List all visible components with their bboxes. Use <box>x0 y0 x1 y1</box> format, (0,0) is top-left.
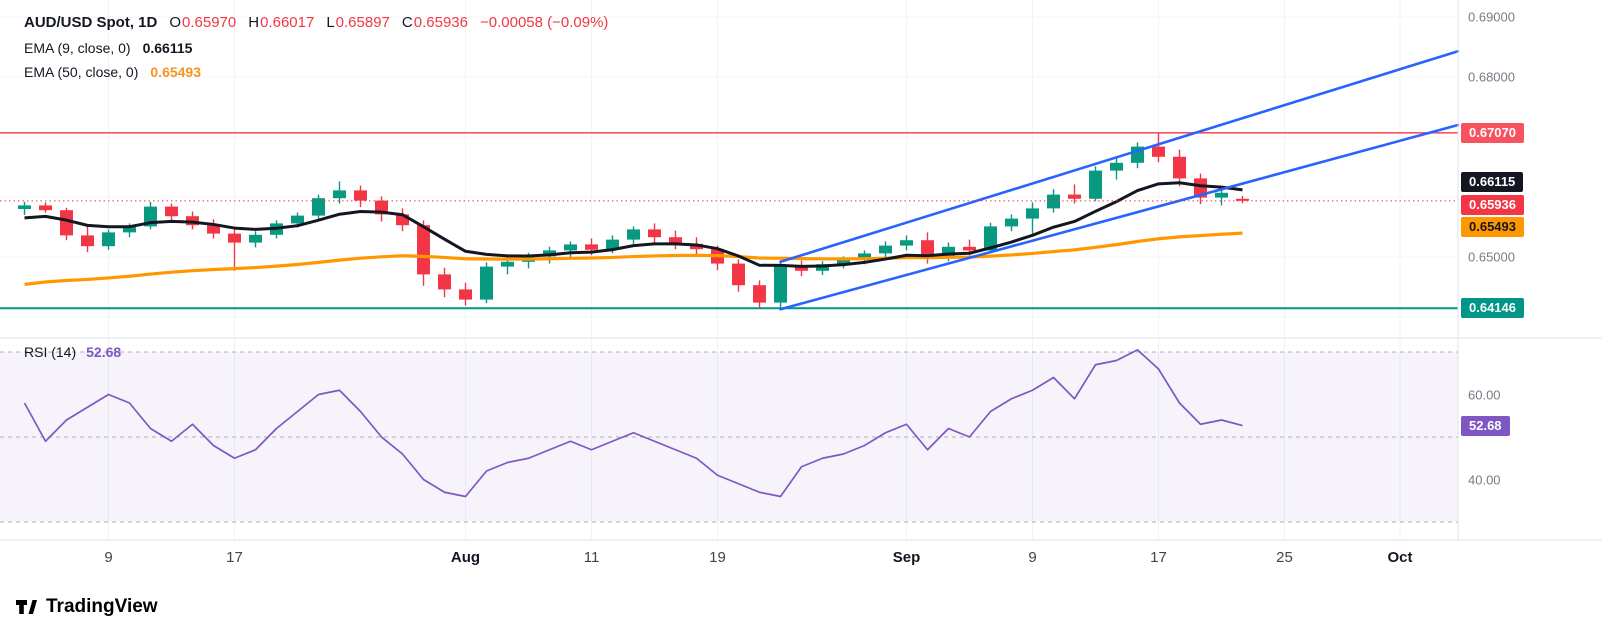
candle <box>480 262 493 304</box>
candle <box>648 223 661 243</box>
ema9-label[interactable]: EMA (9, close, 0) <box>24 40 131 56</box>
price-badge-ema50: 0.65493 <box>1461 217 1524 238</box>
trendline[interactable] <box>779 49 1460 264</box>
ohlc-open: O0.65970 <box>169 14 237 31</box>
candle <box>795 260 808 277</box>
ema50-value: 0.65493 <box>150 64 201 80</box>
ema9-legend-row: EMA (9, close, 0) 0.66115 <box>24 40 608 64</box>
candle <box>81 226 94 253</box>
time-tick-label: 19 <box>709 549 726 566</box>
candle <box>816 261 829 275</box>
time-tick-label: Oct <box>1387 549 1413 566</box>
price-badge-ema9: 0.66115 <box>1461 172 1524 193</box>
candle <box>18 201 31 215</box>
ema50-label[interactable]: EMA (50, close, 0) <box>24 64 139 80</box>
trendline[interactable] <box>779 123 1460 311</box>
price-tick-label: 0.68000 <box>1468 69 1515 85</box>
candle <box>144 201 157 230</box>
ohlc-low: L0.65897 <box>326 14 390 31</box>
rsi-value-badge: 52.68 <box>1461 415 1510 436</box>
candle <box>753 280 766 309</box>
candle <box>1068 184 1081 204</box>
candle <box>333 181 346 204</box>
candle <box>459 282 472 306</box>
time-axis[interactable]: 9 17 Aug 11 19 Sep 9 17 25 Oct <box>0 540 1458 580</box>
candle <box>249 231 262 248</box>
candle <box>1089 166 1102 202</box>
candle <box>1236 195 1249 204</box>
price-axis[interactable]: 0.69000 0.68000 0.65000 0.67070 0.66115 0.659… <box>1459 0 1602 540</box>
rsi-legend-row: RSI (14) 52.68 <box>24 344 121 360</box>
candle <box>354 185 367 208</box>
symbol-legend-row: AUD/USD Spot, 1D O0.65970 H0.66017 L0.65… <box>24 14 608 40</box>
rsi-label[interactable]: RSI (14) <box>24 344 77 360</box>
candle <box>60 207 73 241</box>
legend: AUD/USD Spot, 1D O0.65970 H0.66017 L0.65… <box>24 14 608 88</box>
time-tick-label: 11 <box>583 549 600 566</box>
candle <box>1026 202 1039 234</box>
price-badge-support: 0.64146 <box>1461 298 1524 319</box>
candle <box>774 261 787 308</box>
candle <box>102 229 115 250</box>
candle <box>207 219 220 239</box>
candle <box>879 241 892 259</box>
price-badge-last: 0.65936 <box>1461 194 1524 215</box>
rsi-tick-label: 40.00 <box>1468 472 1501 487</box>
candle <box>186 211 199 230</box>
candle <box>438 267 451 298</box>
candle <box>1194 173 1207 205</box>
candle <box>312 194 325 220</box>
ohlc-close: C0.65936 <box>401 14 468 31</box>
time-tick-label: 25 <box>1276 549 1293 566</box>
ema50-line[interactable] <box>24 231 1243 286</box>
tradingview-logo[interactable]: TradingView <box>16 596 158 618</box>
candle <box>900 235 913 251</box>
candle <box>1005 214 1018 232</box>
time-tick-label: 17 <box>226 549 243 566</box>
symbol-title[interactable]: AUD/USD Spot, 1D <box>24 14 158 31</box>
candle <box>732 259 745 292</box>
tradingview-logo-icon <box>16 600 37 614</box>
candle <box>228 226 241 271</box>
ohlc-high: H0.66017 <box>248 14 315 31</box>
candle <box>1152 132 1165 163</box>
candle <box>1131 142 1144 169</box>
price-tick-label: 0.65000 <box>1468 249 1515 265</box>
ema9-value: 0.66115 <box>142 40 193 56</box>
tradingview-logo-text: TradingView <box>46 596 158 617</box>
time-tick-label: 9 <box>1028 549 1037 566</box>
candle <box>375 196 388 222</box>
price-tick-label: 0.69000 <box>1468 9 1515 25</box>
candle <box>39 202 52 213</box>
candle <box>1173 149 1186 187</box>
candle <box>669 230 682 250</box>
time-tick-label: Aug <box>450 549 481 566</box>
candle <box>1110 157 1123 180</box>
rsi-value: 52.68 <box>86 344 122 360</box>
candle <box>417 220 430 286</box>
change-value: −0.00058 (−0.09%) <box>479 14 609 31</box>
time-tick-label: 9 <box>104 549 113 566</box>
ema50-legend-row: EMA (50, close, 0) 0.65493 <box>24 64 608 88</box>
candle <box>396 208 409 232</box>
price-badge-resistance: 0.67070 <box>1461 122 1524 143</box>
time-tick-label: Sep <box>892 549 921 566</box>
candle <box>165 203 178 223</box>
time-tick-label: 17 <box>1150 549 1167 566</box>
candle <box>564 241 577 258</box>
rsi-tick-label: 60.00 <box>1468 387 1501 402</box>
candle <box>690 237 703 256</box>
ema9-line[interactable] <box>24 181 1243 268</box>
rsi-line[interactable] <box>23 349 1243 498</box>
candle <box>627 226 640 244</box>
